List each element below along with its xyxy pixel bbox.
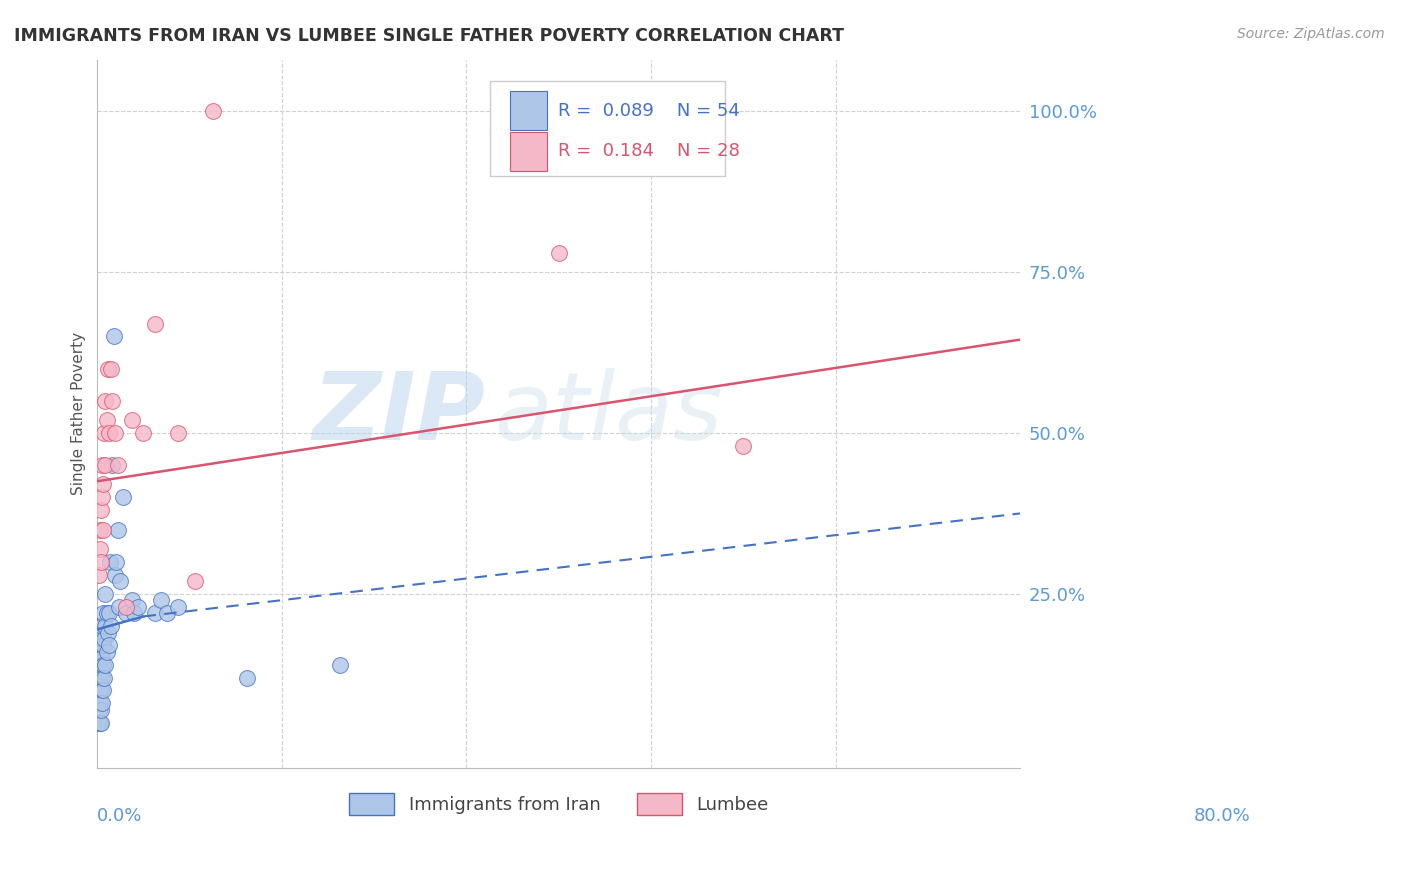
Point (103, 329, 125, 343)
Point (89, 632, 111, 646)
Point (87, 567, 110, 582)
Point (97, 625, 120, 640)
Point (149, 593, 172, 607)
Point (97, 606, 120, 620)
Point (90, 555, 112, 569)
Point (96, 606, 118, 620)
Point (89, 671, 111, 685)
Point (236, 671, 259, 685)
Point (184, 574, 207, 588)
Text: ZIP: ZIP (312, 368, 485, 459)
Text: IMMIGRANTS FROM IRAN VS LUMBEE SINGLE FATHER POVERTY CORRELATION CHART: IMMIGRANTS FROM IRAN VS LUMBEE SINGLE FA… (14, 27, 844, 45)
Legend: Immigrants from Iran, Lumbee: Immigrants from Iran, Lumbee (342, 786, 776, 822)
Point (91, 619, 114, 633)
Point (115, 606, 138, 620)
Point (87, 683, 110, 698)
Point (101, 458, 124, 472)
Text: 80.0%: 80.0% (1194, 806, 1251, 824)
Point (121, 413, 143, 427)
Point (90, 703, 112, 717)
Point (87, 703, 110, 717)
Point (121, 593, 143, 607)
Point (104, 555, 127, 569)
Point (201, 104, 224, 119)
Point (115, 599, 138, 614)
Point (547, 245, 569, 260)
Point (93, 632, 115, 646)
Point (127, 599, 149, 614)
Point (91, 606, 114, 620)
Point (89, 715, 111, 730)
Point (132, 425, 155, 440)
Point (91, 477, 114, 491)
Point (97, 425, 120, 440)
Point (107, 458, 129, 472)
Text: R =  0.089    N = 54: R = 0.089 N = 54 (558, 102, 740, 120)
Point (91, 458, 114, 472)
FancyBboxPatch shape (489, 81, 725, 177)
Point (122, 606, 145, 620)
Point (155, 606, 177, 620)
Point (111, 491, 134, 505)
Point (100, 361, 122, 376)
Point (143, 606, 166, 620)
Point (87, 715, 110, 730)
Point (89, 523, 111, 537)
Point (167, 425, 190, 440)
Point (96, 413, 118, 427)
Point (91, 639, 114, 653)
Point (329, 657, 352, 672)
Point (90, 625, 112, 640)
Point (94, 587, 117, 601)
Point (167, 599, 190, 614)
Point (108, 599, 131, 614)
Point (89, 651, 111, 665)
Point (90, 503, 112, 517)
Point (91, 683, 114, 698)
Text: Source: ZipAtlas.com: Source: ZipAtlas.com (1237, 27, 1385, 41)
Point (96, 645, 118, 659)
Point (107, 523, 129, 537)
Point (89, 541, 111, 556)
Point (87, 671, 110, 685)
Point (93, 671, 115, 685)
Point (98, 555, 121, 569)
Point (94, 458, 117, 472)
Point (733, 439, 755, 453)
Text: 0.0%: 0.0% (97, 806, 143, 824)
Text: R =  0.184    N = 28: R = 0.184 N = 28 (558, 143, 740, 161)
Point (94, 393, 117, 408)
Point (91, 523, 114, 537)
Point (143, 317, 166, 331)
Text: atlas: atlas (494, 368, 723, 459)
Bar (510, 132, 547, 170)
Point (91, 671, 114, 685)
Y-axis label: Single Father Poverty: Single Father Poverty (72, 332, 86, 495)
Point (100, 619, 122, 633)
Point (89, 619, 111, 633)
Point (110, 574, 132, 588)
Point (93, 425, 115, 440)
Point (94, 619, 117, 633)
Point (97, 361, 120, 376)
Point (90, 683, 112, 698)
Point (94, 657, 117, 672)
Point (91, 491, 114, 505)
Point (101, 393, 124, 408)
Point (90, 645, 112, 659)
Point (104, 567, 127, 582)
Point (91, 696, 114, 710)
Point (90, 715, 112, 730)
Point (90, 664, 112, 678)
Point (91, 657, 114, 672)
Point (91, 651, 114, 665)
Point (89, 696, 111, 710)
Bar (510, 91, 547, 130)
Point (104, 425, 127, 440)
Point (97, 639, 120, 653)
